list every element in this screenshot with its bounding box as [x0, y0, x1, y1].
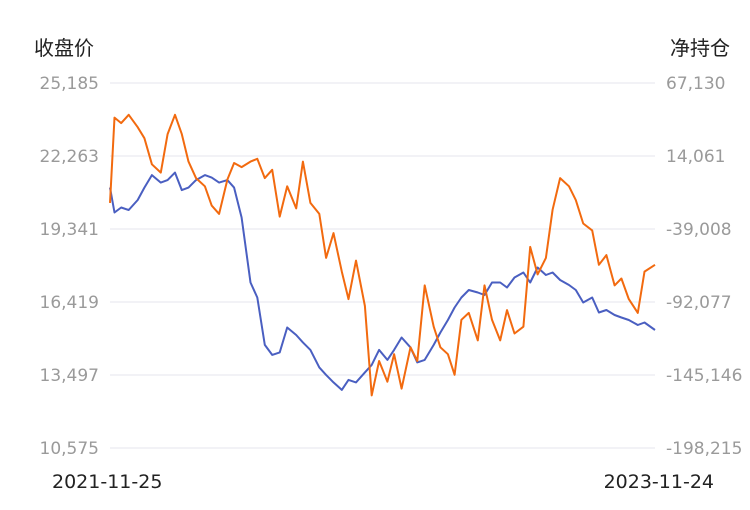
left-tick-label: 16,419 [40, 293, 99, 313]
x-start-label: 2021-11-25 [52, 471, 162, 493]
left-tick-label: 19,341 [40, 220, 99, 240]
right-tick-label: -198,215 [666, 439, 742, 459]
right-axis-ticks: 67,130 14,061 -39,008 -92,077 -145,146 -… [666, 74, 742, 459]
series-line-close-price [109, 171, 656, 391]
series-line-net-position [109, 113, 656, 397]
grid-lines [110, 82, 655, 449]
right-tick-label: -145,146 [666, 366, 742, 386]
right-tick-label: -39,008 [666, 220, 732, 240]
right-tick-label: 67,130 [666, 74, 725, 94]
left-tick-label: 10,575 [40, 439, 99, 459]
left-axis-title: 收盘价 [34, 36, 94, 60]
left-tick-label: 25,185 [40, 74, 99, 94]
right-axis-title: 净持仓 [670, 36, 730, 60]
x-end-label: 2023-11-24 [604, 471, 714, 493]
series-layer [109, 113, 656, 397]
left-axis-ticks: 25,185 22,263 19,341 16,419 13,497 10,57… [40, 74, 99, 459]
right-tick-label: 14,061 [666, 147, 725, 167]
right-tick-label: -92,077 [666, 293, 732, 313]
left-tick-label: 22,263 [40, 147, 99, 167]
left-tick-label: 13,497 [40, 366, 99, 386]
